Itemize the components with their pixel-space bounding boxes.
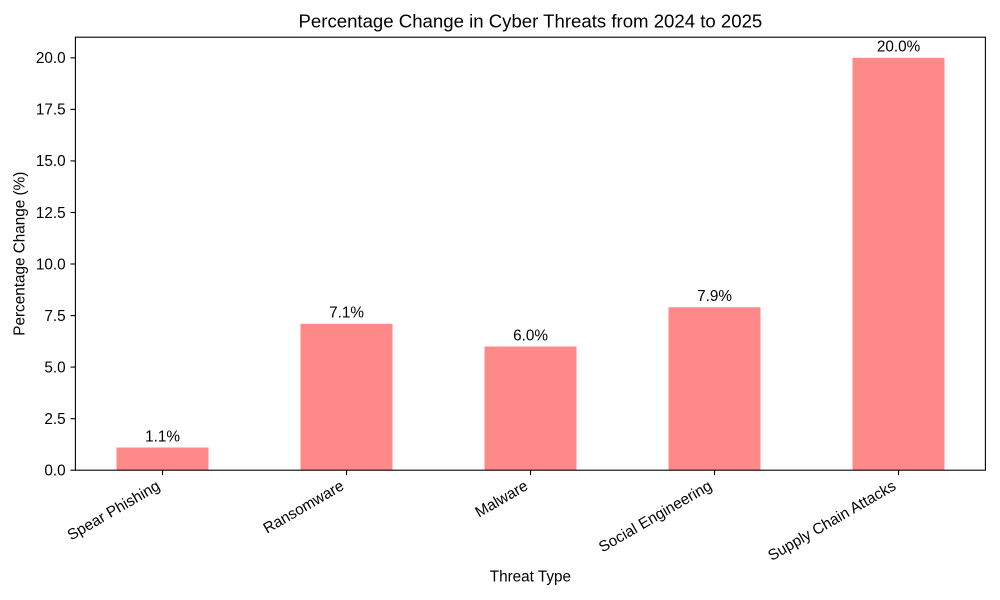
svg-text:2.5: 2.5: [44, 411, 65, 428]
svg-text:Percentage Change in Cyber Thr: Percentage Change in Cyber Threats from …: [299, 10, 763, 31]
svg-text:15.0: 15.0: [36, 153, 66, 170]
svg-text:17.5: 17.5: [36, 102, 66, 119]
svg-text:7.1%: 7.1%: [329, 305, 364, 322]
svg-text:1.1%: 1.1%: [145, 428, 180, 445]
svg-text:Percentage Change (%): Percentage Change (%): [12, 172, 29, 336]
svg-text:0.0: 0.0: [44, 463, 65, 480]
svg-text:20.0%: 20.0%: [877, 39, 921, 56]
svg-text:20.0: 20.0: [36, 50, 66, 67]
svg-text:Threat Type: Threat Type: [490, 569, 571, 586]
svg-text:7.5: 7.5: [44, 308, 65, 325]
svg-text:10.0: 10.0: [36, 256, 66, 273]
svg-text:6.0%: 6.0%: [513, 327, 548, 344]
svg-text:5.0: 5.0: [44, 359, 65, 376]
svg-text:12.5: 12.5: [36, 205, 66, 222]
svg-text:7.9%: 7.9%: [697, 288, 732, 305]
